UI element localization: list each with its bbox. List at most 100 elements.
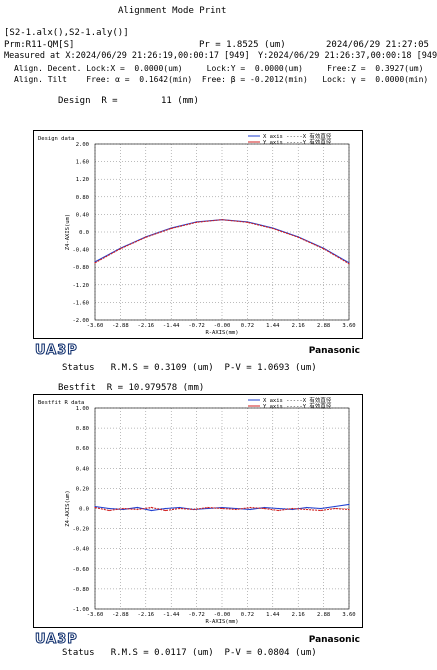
data-point xyxy=(150,509,153,512)
x-axis-label: R-AXIS(mm) xyxy=(205,330,238,336)
data-point xyxy=(348,503,350,506)
data-point xyxy=(334,505,336,508)
data-point xyxy=(263,506,265,509)
data-point xyxy=(207,507,209,510)
y-tick-label: 0.80 xyxy=(76,426,89,432)
data-point xyxy=(320,509,322,512)
y-tick-label: 0.0 xyxy=(79,507,89,513)
data-point xyxy=(221,219,223,221)
data-point xyxy=(263,507,265,510)
data-point xyxy=(179,506,181,509)
data-point xyxy=(235,507,237,510)
data-point xyxy=(122,508,124,511)
data-point xyxy=(246,221,248,223)
legend-entry: Y axis -----Y 有効直径 xyxy=(263,402,332,410)
y-tick-label: 0.80 xyxy=(76,195,89,201)
y-tick-label: -0.80 xyxy=(72,587,89,593)
plot-area xyxy=(94,407,350,610)
page-title: Alignment Mode Print xyxy=(118,6,227,16)
data-point xyxy=(164,507,167,510)
y-tick-label: 1.00 xyxy=(76,406,89,412)
measured-y: Y:2024/06/29 21:26:37,00:00:18 [949] xyxy=(258,51,437,61)
y-tick-label: 0.20 xyxy=(76,486,89,492)
status-design: Status R.M.S = 0.3109 (um) P-V = 1.0693 … xyxy=(62,363,317,373)
legend-entry: Y axis -----Y 有効直径 xyxy=(263,138,332,146)
y-tick-label: 2.00 xyxy=(76,142,89,148)
data-point xyxy=(348,508,350,511)
y-axis-label: Z4-AXIS(um) xyxy=(65,214,71,250)
x-tick-label: 2.16 xyxy=(292,612,305,618)
data-point xyxy=(221,506,223,509)
data-point xyxy=(136,508,138,511)
legend-entry: X axis -----X 有効直径 xyxy=(263,132,332,140)
data-point xyxy=(323,248,325,250)
data-point xyxy=(170,227,172,230)
data-point xyxy=(277,507,280,510)
file-list: [S2-1.alx(),S2-1.aly()] xyxy=(4,28,129,38)
data-point xyxy=(291,507,294,510)
data-point xyxy=(249,506,251,509)
y-axis-label: Z4-AXIS(um) xyxy=(65,490,71,526)
data-point xyxy=(119,248,121,250)
data-point xyxy=(179,507,181,510)
align-decent-row: Align. Decent. Lock:X = 0.0000(um) Lock:… xyxy=(14,64,424,73)
data-point xyxy=(277,509,280,512)
x-tick-label: -0.00 xyxy=(214,612,231,618)
x-tick-label: -3.60 xyxy=(87,323,104,329)
data-point xyxy=(108,507,110,510)
data-point xyxy=(348,263,350,265)
y-tick-label: -0.60 xyxy=(72,567,89,573)
legend-entry: X axis -----X 有効直径 xyxy=(263,396,332,404)
data-point xyxy=(164,509,167,512)
pr-value: Pr = 1.8525 (um) xyxy=(199,40,286,50)
y-tick-label: -1.00 xyxy=(72,607,89,613)
x-tick-label: 3.60 xyxy=(342,323,355,329)
data-point xyxy=(145,236,147,238)
measured-x: Measured at X:2024/06/29 21:26:19,00:00:… xyxy=(4,51,250,61)
chart-title: Bestfit R data xyxy=(38,400,84,406)
y-tick-label: 0.40 xyxy=(76,212,89,218)
ua3p-logo: UA3P xyxy=(35,343,78,358)
data-point xyxy=(196,221,198,223)
y-tick-label: -1.60 xyxy=(72,300,89,306)
panasonic-logo: Panasonic xyxy=(309,346,360,356)
x-tick-label: 2.88 xyxy=(317,323,330,329)
design-radius: Design R = 11 (mm) xyxy=(58,96,199,106)
y-tick-label: -2.00 xyxy=(72,318,89,324)
data-point xyxy=(297,236,299,238)
data-point xyxy=(249,508,251,511)
x-tick-label: -3.60 xyxy=(87,612,104,618)
prm-label: Prm:R11-QM[S] xyxy=(4,40,75,50)
data-point xyxy=(235,508,237,511)
data-point xyxy=(221,507,223,510)
x-tick-label: -1.44 xyxy=(163,323,180,329)
x-tick-label: -0.00 xyxy=(214,323,231,329)
y-tick-label: -0.40 xyxy=(72,248,89,254)
chart-title: Design data xyxy=(38,136,74,142)
y-tick-label: 0.0 xyxy=(79,230,89,236)
x-tick-label: 2.88 xyxy=(317,612,330,618)
plot-area xyxy=(94,143,350,321)
x-tick-label: -0.72 xyxy=(188,323,205,329)
x-tick-label: 2.16 xyxy=(292,323,305,329)
x-tick-label: -0.72 xyxy=(188,612,205,618)
y-tick-label: 0.40 xyxy=(76,466,89,472)
x-tick-label: 1.44 xyxy=(266,323,280,329)
y-tick-label: -1.20 xyxy=(72,283,89,289)
y-tick-label: -0.80 xyxy=(72,265,89,271)
y-tick-label: 0.60 xyxy=(76,446,89,452)
status-bestfit: Status R.M.S = 0.0117 (um) P-V = 0.0804 … xyxy=(62,648,317,658)
data-point xyxy=(207,506,209,509)
x-tick-label: -2.88 xyxy=(112,612,129,618)
y-tick-label: -0.20 xyxy=(72,527,89,533)
y-tick-label: 1.20 xyxy=(76,177,89,183)
data-point xyxy=(306,508,308,511)
x-tick-label: 3.60 xyxy=(342,612,355,618)
data-point xyxy=(108,509,110,512)
x-tick-label: -2.16 xyxy=(138,323,155,329)
align-tilt-row: Align. Tilt Free: α = 0.1642(min) Free: … xyxy=(14,75,429,84)
x-tick-label: -1.44 xyxy=(163,612,180,618)
data-point xyxy=(334,507,336,510)
